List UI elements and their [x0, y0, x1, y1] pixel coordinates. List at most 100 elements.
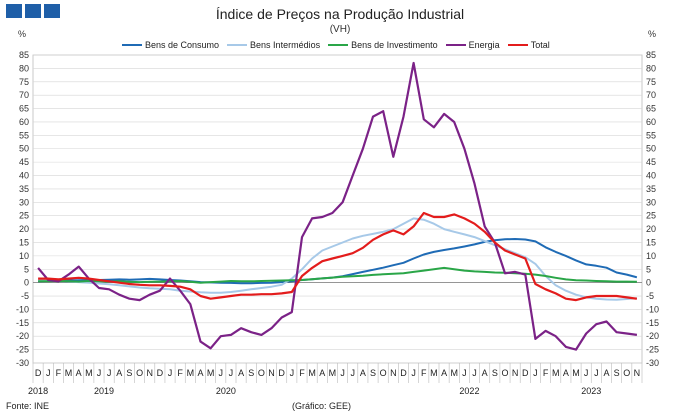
y-axis-unit-left: %: [18, 29, 27, 39]
legend-swatch: [328, 44, 349, 46]
series-line-total: [38, 211, 638, 302]
legend-label: Bens de Investimento: [351, 40, 438, 50]
y-tick-label-right: 80: [646, 63, 656, 73]
y-tick-label-left: 30: [19, 197, 29, 207]
x-tick-label-month: A: [441, 368, 447, 378]
x-tick-label-month: D: [35, 368, 42, 378]
y-tick-label-left: 0: [24, 278, 29, 288]
y-tick-label-right: 70: [646, 90, 656, 100]
x-tick-label-month: O: [501, 368, 508, 378]
y-tick-label-left: -25: [16, 345, 29, 355]
y-tick-label-right: -10: [646, 304, 659, 314]
x-tick-label-month: N: [268, 368, 275, 378]
x-tick-label-month: J: [411, 368, 416, 378]
y-tick-label-left: 35: [19, 184, 29, 194]
y-tick-label-left: 85: [19, 50, 29, 60]
series-line-bens-intermédios: [38, 217, 637, 301]
x-tick-label-month: M: [187, 368, 195, 378]
legend-label: Total: [530, 40, 550, 50]
legend-swatch: [445, 44, 466, 46]
x-tick-label-month: J: [533, 368, 538, 378]
legend-swatch: [507, 44, 528, 46]
credit-note: (Gráfico: GEE): [292, 401, 352, 411]
x-tick-label-month: J: [97, 368, 102, 378]
x-tick-label-month: O: [136, 368, 143, 378]
y-tick-label-right: 10: [646, 251, 656, 261]
x-tick-label-month: M: [207, 368, 215, 378]
x-tick-label-month: J: [107, 368, 112, 378]
y-tick-label-left: -15: [16, 318, 29, 328]
y-tick-label-left: -5: [21, 291, 29, 301]
x-tick-label-month: M: [85, 368, 93, 378]
legend-item: Total: [507, 40, 550, 50]
x-tick-label-month: S: [492, 368, 498, 378]
y-tick-label-right: 35: [646, 184, 656, 194]
brand-square-3: [44, 4, 60, 18]
x-tick-label-month: O: [623, 368, 630, 378]
y-tick-label-right: 65: [646, 104, 656, 114]
y-tick-label-left: -20: [16, 331, 29, 341]
x-tick-label-year: 2023: [581, 386, 601, 396]
y-tick-label-right: -20: [646, 331, 659, 341]
x-tick-label-month: S: [614, 368, 620, 378]
x-tick-label-month: J: [46, 368, 51, 378]
chart-legend: Bens de Consumo Bens Intermédios Bens de I…: [122, 40, 558, 50]
legend-swatch: [122, 44, 142, 46]
x-tick-label-month: A: [603, 368, 609, 378]
y-tick-label-left: 40: [19, 171, 29, 181]
chart-subtitle: (VH): [329, 24, 351, 35]
y-tick-label-right: 25: [646, 211, 656, 221]
series-line-bens-de-investimento: [38, 266, 637, 284]
x-tick-label-month: D: [157, 368, 164, 378]
x-tick-label-month: M: [572, 368, 580, 378]
y-tick-label-right: 20: [646, 224, 656, 234]
x-tick-label-month: J: [350, 368, 355, 378]
y-tick-label-right: 15: [646, 237, 656, 247]
x-tick-label-month: F: [299, 368, 305, 378]
y-tick-label-left: 5: [24, 264, 29, 274]
x-tick-label-month: J: [594, 368, 599, 378]
y-tick-label-left: 65: [19, 104, 29, 114]
brand-square-2: [25, 4, 41, 18]
series-line-energia: [37, 61, 638, 351]
x-tick-label-month: M: [552, 368, 560, 378]
legend-item: Energia: [445, 40, 500, 50]
y-tick-label-left: 55: [19, 130, 29, 140]
x-tick-label-month: N: [146, 368, 153, 378]
x-tick-label-month: D: [400, 368, 407, 378]
y-tick-label-right: 5: [646, 264, 651, 274]
x-tick-label-month: D: [522, 368, 529, 378]
x-tick-label-month: A: [319, 368, 325, 378]
y-tick-label-right: 40: [646, 171, 656, 181]
x-tick-label-year: 2019: [94, 386, 114, 396]
legend-item: Bens de Investimento: [328, 40, 438, 50]
x-tick-label-month: S: [370, 368, 376, 378]
legend-label: Bens Intermédios: [250, 40, 321, 50]
x-tick-label-year: 2018: [28, 386, 48, 396]
legend-item: Bens Intermédios: [227, 40, 320, 50]
y-tick-label-left: 15: [19, 237, 29, 247]
y-tick-label-right: 60: [646, 117, 656, 127]
legend-item: Bens de Consumo: [122, 40, 219, 50]
x-tick-label-month: J: [584, 368, 589, 378]
y-tick-label-left: -30: [16, 358, 29, 368]
y-tick-label-right: 0: [646, 278, 651, 288]
x-tick-label-month: M: [430, 368, 438, 378]
x-tick-label-month: J: [340, 368, 345, 378]
y-tick-label-right: -15: [646, 318, 659, 328]
y-tick-label-left: 45: [19, 157, 29, 167]
x-tick-label-month: D: [278, 368, 285, 378]
x-tick-label-month: N: [634, 368, 641, 378]
y-tick-label-left: 20: [19, 224, 29, 234]
legend-swatch: [227, 44, 248, 46]
y-tick-label-left: -10: [16, 304, 29, 314]
x-tick-label-month: J: [290, 368, 295, 378]
x-tick-label-month: J: [462, 368, 467, 378]
y-tick-label-right: 85: [646, 50, 656, 60]
x-tick-label-month: A: [482, 368, 488, 378]
x-tick-label-month: M: [329, 368, 337, 378]
y-tick-label-right: -30: [646, 358, 659, 368]
y-tick-label-right: 50: [646, 144, 656, 154]
y-tick-label-left: 10: [19, 251, 29, 261]
